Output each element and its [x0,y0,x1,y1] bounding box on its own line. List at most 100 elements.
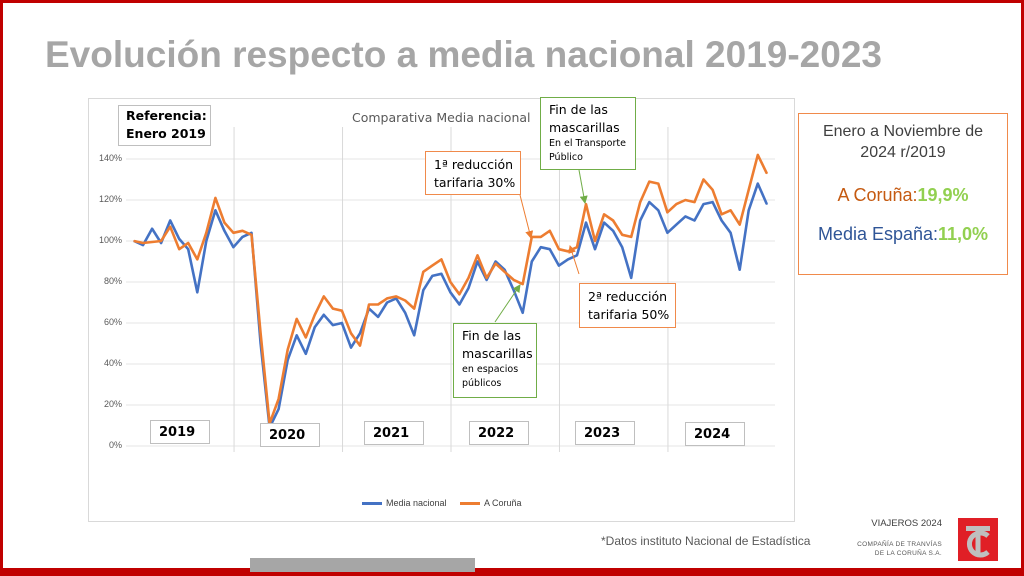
year-label-2020: 2020 [260,423,320,447]
data-point [567,250,569,253]
spain-label: Media España: [817,224,939,244]
annotation-text: mascarillas [549,120,620,135]
annotation-text: 1ª reducción [434,157,514,172]
data-point [341,322,343,324]
coruna-label: A Coruña: [837,185,918,205]
data-point [205,232,208,234]
data-point [738,268,741,271]
data-point [422,289,425,292]
data-point [675,203,678,205]
data-point [729,232,732,234]
legend-swatch [362,501,382,505]
y-tick-label: 0% [108,440,122,450]
data-point [458,303,461,306]
data-point [449,291,452,294]
data-point [540,246,542,248]
data-point [621,246,623,248]
slide-title: Evolución respecto a media nacional 2019… [45,34,882,75]
data-point [729,209,732,212]
data-point [720,213,723,216]
data-point [160,242,162,244]
data-point [630,236,632,238]
data-point [766,203,768,205]
data-point [395,295,397,298]
company-logo [958,518,998,561]
data-point [747,209,750,212]
data-point [241,236,244,238]
data-point [558,248,560,250]
coruna-value: 19,9% [917,185,969,205]
data-point [214,209,217,212]
annotation-second-reduction: 2ª reducción tarifaria 50% [579,283,676,328]
data-point [323,295,325,298]
reference-box: Referencia: Enero 2019 [118,105,211,146]
data-point [503,270,506,273]
data-point [304,336,307,339]
data-point [576,246,578,248]
data-point [350,346,352,349]
summary-spain: Media España:11,0% [799,224,1007,245]
data-point [612,219,614,222]
spain-value: 11,0% [938,224,989,244]
data-point [223,221,226,224]
source-note: *Datos instituto Nacional de Estadística [601,534,811,548]
data-point [711,188,714,191]
data-point [594,248,596,250]
data-point [205,240,208,242]
data-point [666,211,669,214]
data-point [232,232,235,234]
data-point [259,332,262,335]
annotation-text: Fin de las [462,328,521,343]
data-point [549,248,551,250]
data-point [359,344,361,347]
data-point [151,241,153,243]
data-point [440,258,443,261]
data-point [585,221,587,224]
data-point [648,180,651,183]
annotation-text: Público [549,152,583,163]
y-tick-label: 20% [103,399,122,409]
data-point [494,262,497,265]
data-point [702,178,705,181]
data-point [395,297,397,300]
annotation-text: tarifaria 50% [588,307,670,322]
data-point [585,203,587,205]
data-point [440,273,443,275]
data-point [594,240,596,242]
data-point [386,297,388,300]
footer-bar [250,558,475,572]
y-tick-label: 120% [98,194,122,204]
data-point [178,248,180,250]
arrow-first-reduction [519,194,534,239]
data-point [404,299,407,302]
data-point [377,316,379,318]
legend-item-a-coruna: A Coruña [460,498,522,508]
data-point [467,277,470,279]
data-point [530,260,533,263]
data-point [639,201,642,203]
year-label-2023: 2023 [575,421,635,445]
data-point [187,242,190,244]
data-point [323,314,325,316]
arrow-masks-transport [578,169,588,204]
data-point [304,352,307,355]
data-point [738,223,741,226]
data-point [540,236,542,238]
year-label-2019: 2019 [150,420,210,444]
data-point [567,258,569,261]
data-point [160,240,162,242]
data-point [766,172,768,175]
data-point [630,277,632,279]
y-tick-label: 80% [103,276,122,286]
data-point [666,232,669,234]
data-point [413,307,416,310]
data-point [693,201,696,203]
data-point [196,291,199,294]
legend-item-media-nacional: Media nacional [362,498,447,508]
year-label-2022: 2022 [469,421,529,445]
data-point [684,215,687,218]
data-point [657,209,660,212]
y-tick-label: 60% [103,317,122,327]
data-point [142,242,144,244]
